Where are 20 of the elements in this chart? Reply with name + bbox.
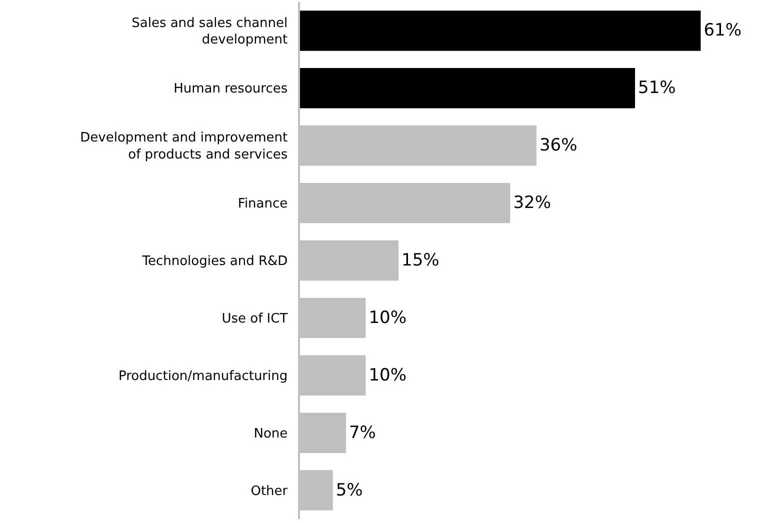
bar xyxy=(300,68,636,108)
data-label: 61% xyxy=(704,20,742,41)
data-label: 32% xyxy=(513,193,551,214)
data-label: 36% xyxy=(539,136,578,156)
data-label: 15% xyxy=(402,250,440,270)
data-label: 7% xyxy=(348,422,376,443)
y-tick-label: Sales and sales channel development xyxy=(132,16,288,48)
y-tick-label: Technologies and R&D xyxy=(141,254,288,270)
y-tick-label: Use of ICT xyxy=(222,311,288,326)
data-label: 5% xyxy=(336,480,363,500)
bar xyxy=(300,10,701,51)
y-tick-label: Production/manufacturing xyxy=(118,368,288,384)
y-tick-label: None xyxy=(254,426,288,442)
data-label: 10% xyxy=(368,308,406,328)
y-tick-label: Human resources xyxy=(174,82,288,97)
y-tick-label: Development and improvement of products and services xyxy=(80,130,288,163)
data-label: 51% xyxy=(638,78,676,98)
y-tick-label: Other xyxy=(250,484,288,499)
y-tick-label: Finance xyxy=(238,196,288,212)
data-label: 10% xyxy=(368,365,406,386)
